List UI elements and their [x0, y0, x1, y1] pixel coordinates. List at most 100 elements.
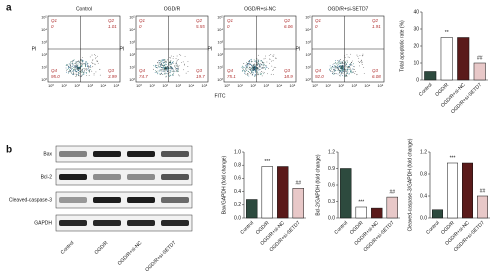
event-dot	[170, 74, 172, 76]
y-tick-label: 10⁵	[41, 16, 47, 20]
significance-label: **	[445, 30, 449, 36]
event-dot	[272, 60, 274, 62]
bar	[292, 188, 304, 219]
event-dot	[341, 71, 343, 73]
event-dot	[337, 67, 339, 68]
event-dot	[78, 60, 80, 62]
event-dot	[156, 71, 158, 73]
event-dot	[273, 54, 275, 56]
event-dot	[157, 60, 159, 62]
y-axis-label: Cleaved-caspase-3/GAPDH (fold change)	[407, 138, 413, 231]
event-dot	[166, 70, 168, 72]
event-dot	[349, 67, 351, 69]
event-dot	[352, 68, 353, 70]
blot-band	[127, 220, 155, 226]
y-axis-label: Bcl-2/GAPDH (fold change)	[315, 154, 321, 215]
event-dot	[170, 64, 172, 65]
event-dot	[347, 68, 349, 70]
event-dot	[340, 73, 342, 75]
event-dot	[84, 72, 86, 74]
event-dot	[250, 72, 252, 74]
x-tick-label: OGD/R+si-SETD7	[450, 82, 483, 115]
event-dot	[248, 61, 250, 63]
y-axis-label: Bax/GAPDH (fold change)	[221, 155, 227, 214]
event-dot	[172, 74, 174, 76]
event-dot	[335, 67, 337, 69]
y-tick-label: 10⁵	[305, 16, 311, 20]
event-dot	[351, 72, 353, 74]
event-dot	[75, 66, 76, 68]
event-dot	[333, 72, 335, 74]
event-dot	[331, 68, 333, 70]
event-dot	[338, 64, 340, 65]
event-dot	[241, 70, 243, 72]
event-dot	[257, 62, 259, 64]
blot-band	[161, 174, 189, 180]
x-tick-label: 10⁴	[188, 84, 194, 88]
panel-label: a	[6, 3, 12, 14]
event-dot	[257, 64, 259, 66]
event-dot	[263, 58, 265, 60]
event-dot	[160, 70, 162, 72]
event-dot	[74, 65, 76, 67]
event-dot	[156, 71, 157, 72]
event-dot	[170, 71, 172, 72]
x-tick-label: 10¹	[61, 84, 67, 88]
event-dot	[266, 67, 268, 69]
lane-label: Control	[60, 240, 76, 256]
event-dot	[169, 61, 171, 63]
event-dot	[157, 62, 159, 64]
event-dot	[261, 64, 263, 66]
event-dot	[350, 53, 352, 55]
event-dot	[345, 65, 347, 67]
quadrant-value: 1.91	[372, 24, 381, 29]
event-dot	[258, 60, 260, 61]
event-dot	[162, 74, 163, 75]
event-dot	[252, 70, 253, 71]
event-dot	[155, 70, 156, 72]
event-dot	[245, 64, 247, 66]
event-dot	[255, 68, 257, 70]
blot-row-label: GAPDH	[34, 220, 52, 226]
event-dot	[334, 67, 336, 69]
event-dot	[78, 61, 80, 63]
event-dot	[88, 69, 90, 71]
event-dot	[83, 71, 84, 73]
event-dot	[330, 71, 332, 72]
event-dot	[183, 69, 185, 71]
quadrant-value: 0	[51, 24, 54, 29]
event-dot	[171, 67, 173, 69]
event-dot	[160, 66, 161, 68]
x-tick-label: 10⁵	[114, 84, 120, 88]
event-dot	[348, 73, 350, 75]
y-tick-label: 10¹	[306, 66, 312, 70]
event-dot	[180, 55, 182, 56]
x-tick-label: 10⁰	[224, 84, 230, 88]
event-dot	[362, 54, 364, 56]
event-dot	[89, 66, 91, 68]
bar	[386, 196, 398, 219]
event-dot	[344, 61, 346, 63]
event-dot	[259, 63, 261, 65]
event-dot	[255, 72, 257, 73]
event-dot	[342, 66, 344, 68]
event-dot	[70, 70, 71, 71]
event-dot	[341, 69, 343, 71]
event-dot	[83, 70, 85, 72]
event-dot	[86, 69, 87, 71]
event-dot	[168, 68, 170, 70]
event-dot	[246, 69, 248, 71]
significance-label: ##	[389, 189, 395, 195]
event-dot	[79, 67, 80, 69]
event-dot	[248, 75, 250, 77]
event-dot	[342, 65, 344, 67]
event-dot	[164, 67, 166, 69]
event-dot	[163, 69, 165, 70]
event-dot	[99, 74, 101, 76]
event-dot	[244, 72, 246, 74]
event-dot	[331, 71, 333, 73]
event-dot	[168, 74, 170, 76]
event-dot	[70, 67, 72, 69]
event-dot	[70, 68, 72, 70]
